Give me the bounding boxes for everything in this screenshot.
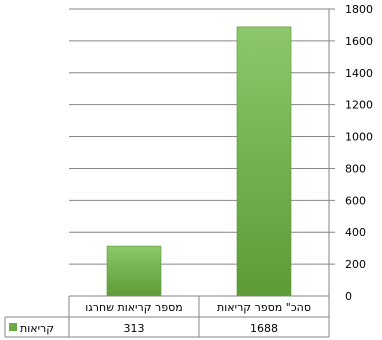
- data-table: סהכ" מספר קריאות מספר קריאות שחרגו 1688 313…: [4, 295, 330, 338]
- y-tick-label: 1200: [345, 99, 373, 112]
- y-tick-label: 1800: [345, 3, 373, 16]
- y-axis-ticks: 0 200 400 600 800 1000 1200 1400 1600 1800: [345, 3, 373, 303]
- y-tick-label: 1400: [345, 67, 373, 80]
- data-value-label: 313: [124, 322, 145, 335]
- y-tick-label: 800: [345, 162, 366, 175]
- legend-swatch: [9, 323, 17, 331]
- bar: [106, 245, 162, 297]
- bar: [236, 26, 292, 297]
- y-tick-label: 1000: [345, 131, 373, 144]
- y-tick-label: 0: [345, 290, 352, 303]
- category-label: סהכ" מספר קריאות: [217, 301, 311, 314]
- bars: [106, 26, 292, 297]
- y-tick-label: 600: [345, 194, 366, 207]
- legend-label: קריאות: [20, 322, 54, 335]
- y-tick-label: 400: [345, 226, 366, 239]
- category-label: מספר קריאות שחרגו: [85, 301, 182, 314]
- y-tick-label: 1600: [345, 35, 373, 48]
- y-tick-label: 200: [345, 258, 366, 271]
- gridlines: [69, 8, 335, 296]
- data-value-label: 1688: [250, 322, 278, 335]
